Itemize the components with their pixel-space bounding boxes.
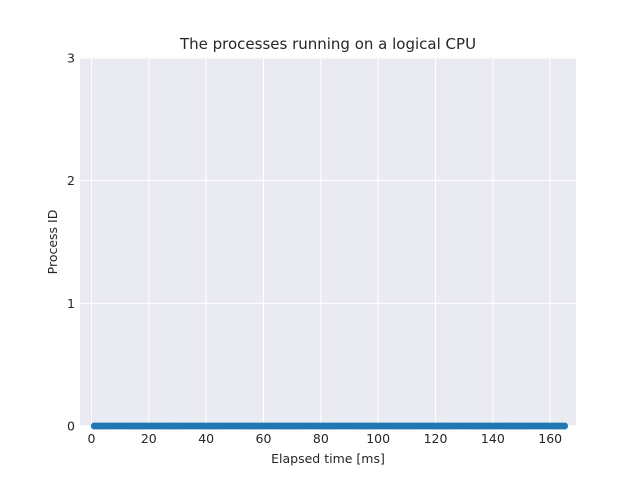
y-tick-label: 3 [67,51,75,66]
plot-area [80,58,576,426]
x-tick-label: 100 [366,431,390,446]
data-point [561,422,569,430]
x-tick-label: 0 [87,431,95,446]
x-tick-label: 120 [424,431,448,446]
x-tick-label: 160 [538,431,562,446]
x-tick-labels: 0 20 40 60 80 100 120 140 160 [87,431,562,446]
y-tick-label: 0 [67,419,75,434]
x-tick-label: 20 [141,431,157,446]
chart-title: The processes running on a logical CPU [179,35,476,53]
data-points [90,422,569,430]
y-axis-label: Process ID [45,210,60,275]
y-tick-labels: 0 1 2 3 [67,51,75,434]
x-tick-label: 140 [481,431,505,446]
x-tick-label: 40 [198,431,214,446]
x-tick-label: 60 [256,431,272,446]
y-tick-label: 2 [67,173,75,188]
x-axis-label: Elapsed time [ms] [271,451,385,466]
x-tick-label: 80 [313,431,329,446]
y-tick-label: 1 [67,296,75,311]
